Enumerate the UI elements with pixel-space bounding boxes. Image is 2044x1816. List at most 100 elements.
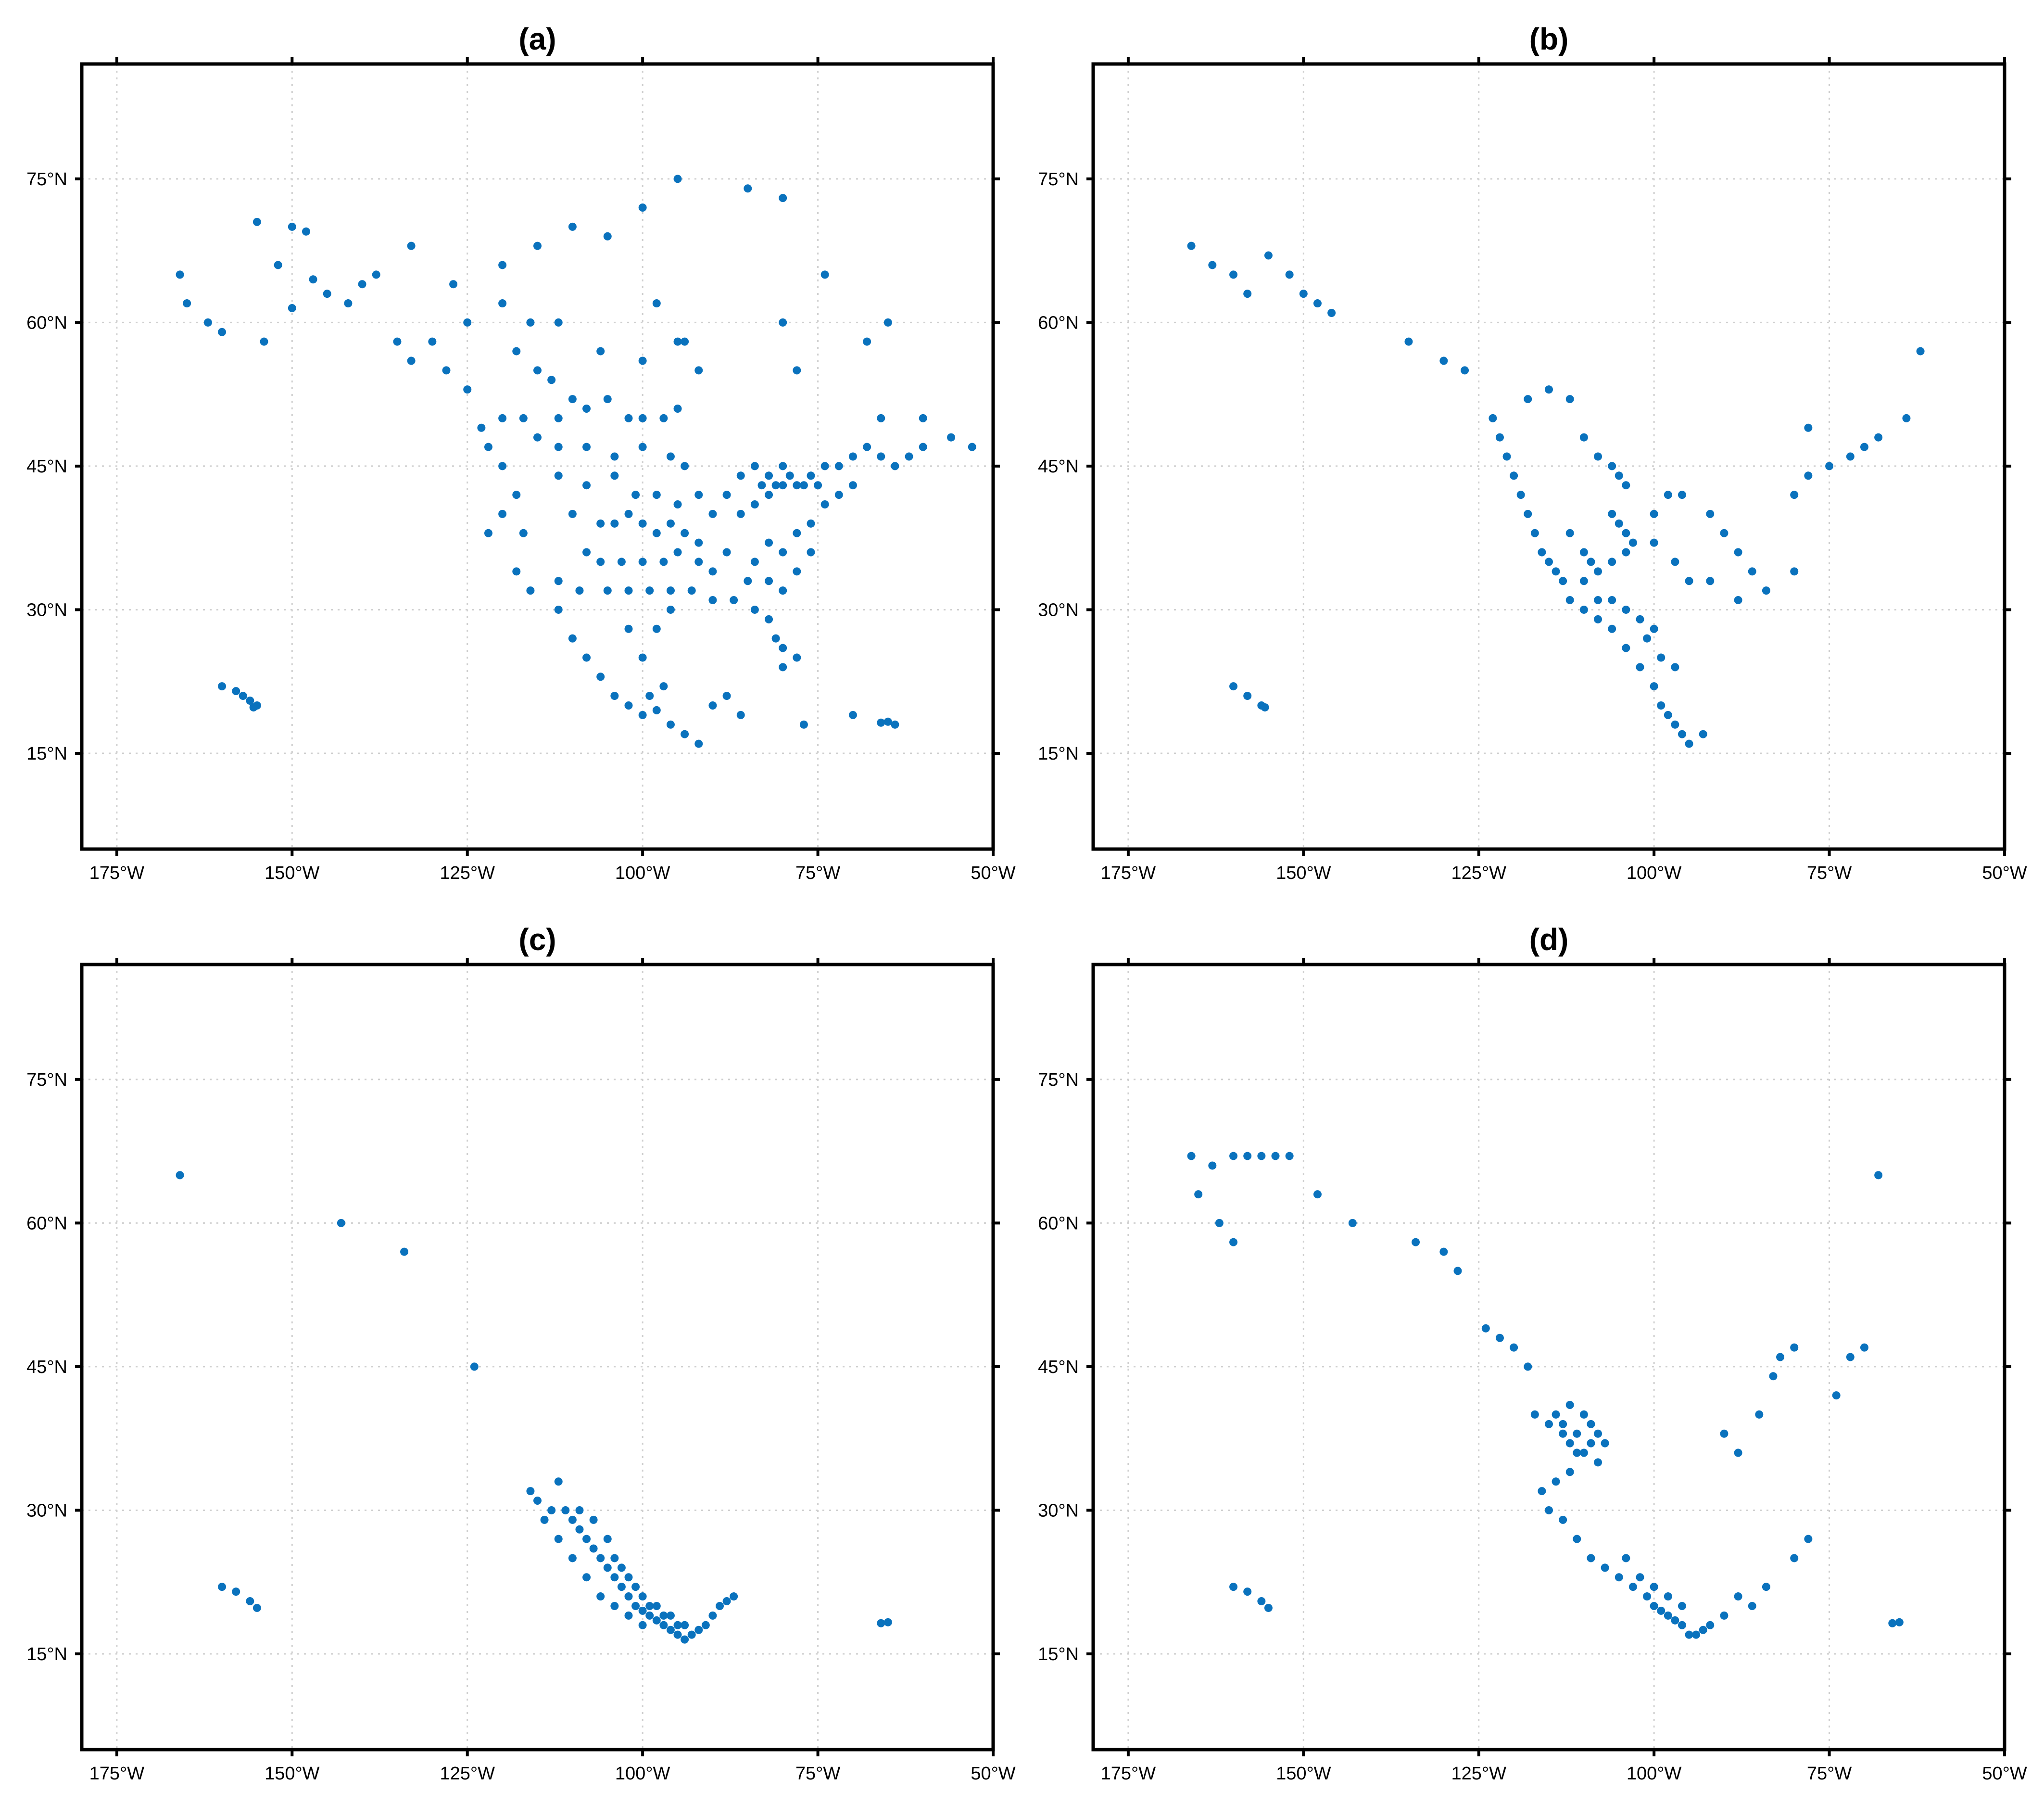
station-point [659, 558, 668, 566]
station-point [610, 471, 619, 480]
x-tick-label: 75°W [795, 1764, 840, 1784]
map-panel-d: (d) 175°W 150°W 125°W 100°W 75°W 50°W 15°N 30°N 4… [1038, 922, 2027, 1784]
x-tick-label: 150°W [265, 863, 320, 883]
station-point [1510, 1343, 1518, 1352]
station-point [1622, 548, 1630, 557]
station-point [1650, 538, 1658, 547]
station-point [1565, 395, 1574, 404]
station-point [1748, 1601, 1756, 1610]
station-points [176, 175, 976, 748]
station-point [1516, 491, 1525, 499]
station-point [1579, 1410, 1588, 1419]
station-point [1285, 270, 1294, 279]
station-point [750, 462, 759, 470]
station-point [1538, 1487, 1546, 1496]
station-point [498, 462, 507, 470]
station-point [793, 366, 801, 375]
gridlines [1093, 64, 2006, 849]
station-point [1285, 1152, 1294, 1160]
station-point [1215, 1219, 1224, 1227]
station-point [1565, 1439, 1574, 1448]
station-point [722, 692, 731, 700]
station-point [274, 261, 282, 269]
station-point [1313, 299, 1322, 308]
x-tick-label: 125°W [1451, 1764, 1506, 1784]
station-point [687, 1630, 696, 1639]
station-point [1601, 1563, 1609, 1572]
station-point [1685, 577, 1693, 585]
station-point [1573, 1429, 1581, 1438]
station-point [260, 337, 268, 346]
station-point [1650, 1601, 1658, 1610]
station-point [1706, 509, 1715, 518]
station-point [1657, 1606, 1665, 1615]
station-point [673, 337, 682, 346]
station-point [736, 509, 745, 518]
x-tick-label: 50°W [971, 1764, 1015, 1784]
station-point [337, 1219, 345, 1227]
x-tick-label: 150°W [1276, 1764, 1331, 1784]
station-point [765, 491, 773, 499]
station-point [793, 529, 801, 537]
station-point [820, 270, 829, 279]
panel-title: (d) [1529, 922, 1569, 957]
station-point [1264, 251, 1273, 260]
station-point [848, 481, 857, 490]
axes: 175°W 150°W 125°W 100°W 75°W 50°W 15°N 30°N 45°N… [26, 958, 1016, 1784]
station-point [589, 1515, 598, 1524]
station-point [554, 443, 563, 451]
station-point [1208, 1161, 1217, 1170]
station-point [1720, 529, 1729, 537]
station-point [785, 471, 794, 480]
station-point [1587, 1554, 1595, 1562]
station-point [610, 1601, 619, 1610]
station-point [1594, 1458, 1602, 1467]
station-point [547, 376, 556, 384]
station-point [1622, 529, 1630, 537]
station-point [1748, 567, 1756, 576]
y-tick-label: 75°N [26, 169, 67, 190]
station-point [533, 433, 542, 442]
y-tick-label: 45°N [26, 457, 67, 477]
station-point [610, 1554, 619, 1562]
station-point [526, 1487, 535, 1496]
station-point [1594, 567, 1602, 576]
station-point [1846, 452, 1855, 461]
station-point [1692, 1630, 1701, 1639]
panel-title: (b) [1529, 22, 1569, 56]
station-point [666, 452, 675, 461]
station-point [701, 1621, 710, 1629]
station-point [1461, 366, 1469, 375]
x-tick-label: 175°W [1101, 1764, 1156, 1784]
station-point [1243, 692, 1252, 700]
y-tick-label: 30°N [1038, 600, 1079, 620]
station-point [252, 217, 261, 226]
station-point [533, 241, 542, 250]
station-point [730, 1592, 738, 1601]
station-point [1439, 356, 1448, 365]
station-point [1699, 1626, 1707, 1634]
station-point [176, 1171, 184, 1180]
y-tick-label: 15°N [26, 1644, 67, 1664]
station-point [779, 481, 787, 490]
station-point [596, 673, 605, 681]
x-tick-label: 50°W [1982, 863, 2027, 883]
station-point [820, 462, 829, 470]
station-point [1657, 701, 1665, 710]
station-point [1481, 1324, 1490, 1333]
station-point [659, 682, 668, 691]
station-point [1790, 491, 1799, 499]
station-point [1790, 567, 1799, 576]
station-point [877, 414, 885, 422]
station-point [645, 1611, 654, 1620]
station-point [1671, 558, 1679, 566]
station-point [1313, 1190, 1322, 1199]
station-point [624, 509, 633, 518]
station-point [533, 1497, 542, 1505]
station-point [1657, 653, 1665, 662]
station-point [512, 491, 521, 499]
station-point [1565, 596, 1574, 605]
station-point [652, 1601, 661, 1610]
station-point [582, 1573, 591, 1582]
station-point [372, 270, 380, 279]
